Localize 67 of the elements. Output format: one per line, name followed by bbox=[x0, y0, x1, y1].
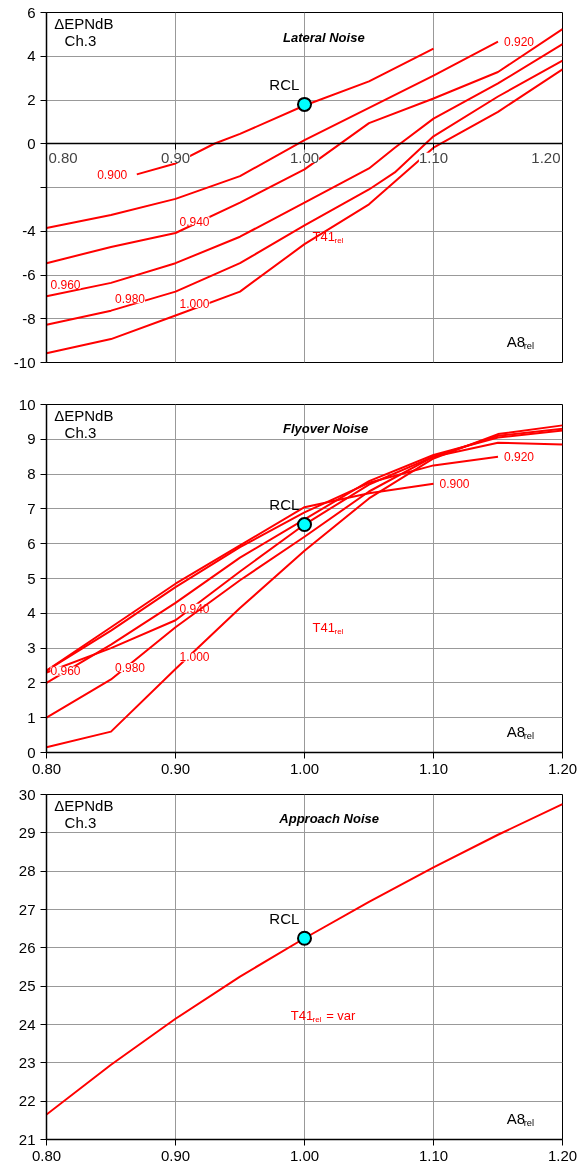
y-tick-label: 21 bbox=[18, 1130, 36, 1148]
y-tick-label: 24 bbox=[18, 1015, 36, 1033]
y-tick-label: 6 bbox=[27, 3, 36, 21]
y-tick-label: 28 bbox=[18, 862, 36, 880]
x-tick-label: 0.90 bbox=[160, 759, 191, 777]
y-tick-label: 6 bbox=[27, 534, 36, 552]
series-label: 1.000 bbox=[179, 650, 210, 665]
y-tick-label: 0 bbox=[27, 134, 36, 152]
series-label: 0.960 bbox=[50, 664, 81, 679]
x-tick-label: 1.00 bbox=[289, 759, 320, 777]
text: Flyover Noise bbox=[282, 421, 369, 437]
series-label: 0.920 bbox=[504, 35, 535, 50]
annotation: Ch.3 bbox=[64, 32, 97, 49]
y-tick-label: 27 bbox=[18, 900, 36, 918]
series-label: RCL bbox=[269, 909, 300, 927]
y-tick-label: 0 bbox=[27, 743, 36, 761]
series-label: 0.900 bbox=[439, 477, 470, 492]
y-axis-title: ΔEPNdB bbox=[54, 407, 114, 424]
x-tick-label: 0.90 bbox=[160, 1146, 191, 1164]
y-tick-label: 7 bbox=[27, 499, 36, 517]
text: Lateral Noise bbox=[282, 29, 365, 45]
series-label: 0.980 bbox=[115, 292, 146, 307]
x-tick-label: 1.00 bbox=[289, 1146, 320, 1164]
y-tick-label: 30 bbox=[18, 785, 36, 803]
series-label: RCL bbox=[269, 496, 300, 514]
y-tick-label: -10 bbox=[13, 353, 36, 371]
y-tick-label: 9 bbox=[27, 430, 36, 448]
series-label: 1.000 bbox=[179, 296, 210, 311]
y-tick-label: 2 bbox=[27, 91, 36, 108]
y-tick-label: 3 bbox=[27, 639, 36, 657]
y-tick-label: 10 bbox=[18, 395, 36, 413]
y-tick-label: 23 bbox=[18, 1053, 36, 1071]
y-tick-label: 5 bbox=[27, 569, 36, 587]
y-tick-label: 2 bbox=[27, 673, 36, 691]
annotation: Ch.3 bbox=[64, 423, 97, 441]
x-tick-label: 0.80 bbox=[48, 148, 78, 166]
y-tick-label: 22 bbox=[18, 1092, 36, 1110]
x-tick-label: 1.10 bbox=[418, 148, 449, 166]
x-tick-label: 0.80 bbox=[31, 1146, 62, 1164]
y-axis-title: ΔEPNdB bbox=[54, 15, 114, 32]
annotation: Ch.3 bbox=[64, 813, 97, 831]
y-tick-label: 4 bbox=[27, 47, 36, 65]
y-tick-label: 29 bbox=[18, 823, 36, 841]
y-tick-label: 25 bbox=[18, 977, 36, 995]
y-axis-title: ΔEPNdB bbox=[54, 797, 114, 814]
series-label: 0.920 bbox=[504, 450, 535, 465]
y-tick-label: 8 bbox=[27, 465, 36, 483]
y-tick-label: -6 bbox=[22, 266, 36, 283]
series-label: 0.980 bbox=[115, 660, 146, 675]
y-tick-label: 26 bbox=[18, 938, 36, 956]
x-tick-label: 1.10 bbox=[418, 1146, 449, 1164]
y-tick-label: -4 bbox=[22, 222, 36, 240]
x-tick-label: 0.80 bbox=[31, 759, 62, 777]
x-tick-label: 0.90 bbox=[160, 148, 191, 166]
series-label: 0.940 bbox=[179, 214, 210, 229]
x-tick-label: 1.00 bbox=[289, 148, 320, 166]
x-tick-label: 1.20 bbox=[547, 1146, 578, 1164]
text: Approach Noise bbox=[278, 811, 380, 827]
y-tick-label: 1 bbox=[27, 708, 36, 726]
series-label: 0.900 bbox=[97, 167, 128, 182]
series-label: 0.960 bbox=[50, 277, 81, 292]
y-tick-label: -8 bbox=[22, 309, 36, 327]
series-label: RCL bbox=[269, 75, 300, 93]
y-tick-label: 4 bbox=[27, 604, 36, 622]
x-tick-label: 1.20 bbox=[547, 759, 578, 777]
x-tick-label: 1.20 bbox=[531, 148, 561, 166]
x-tick-label: 1.10 bbox=[418, 759, 449, 777]
